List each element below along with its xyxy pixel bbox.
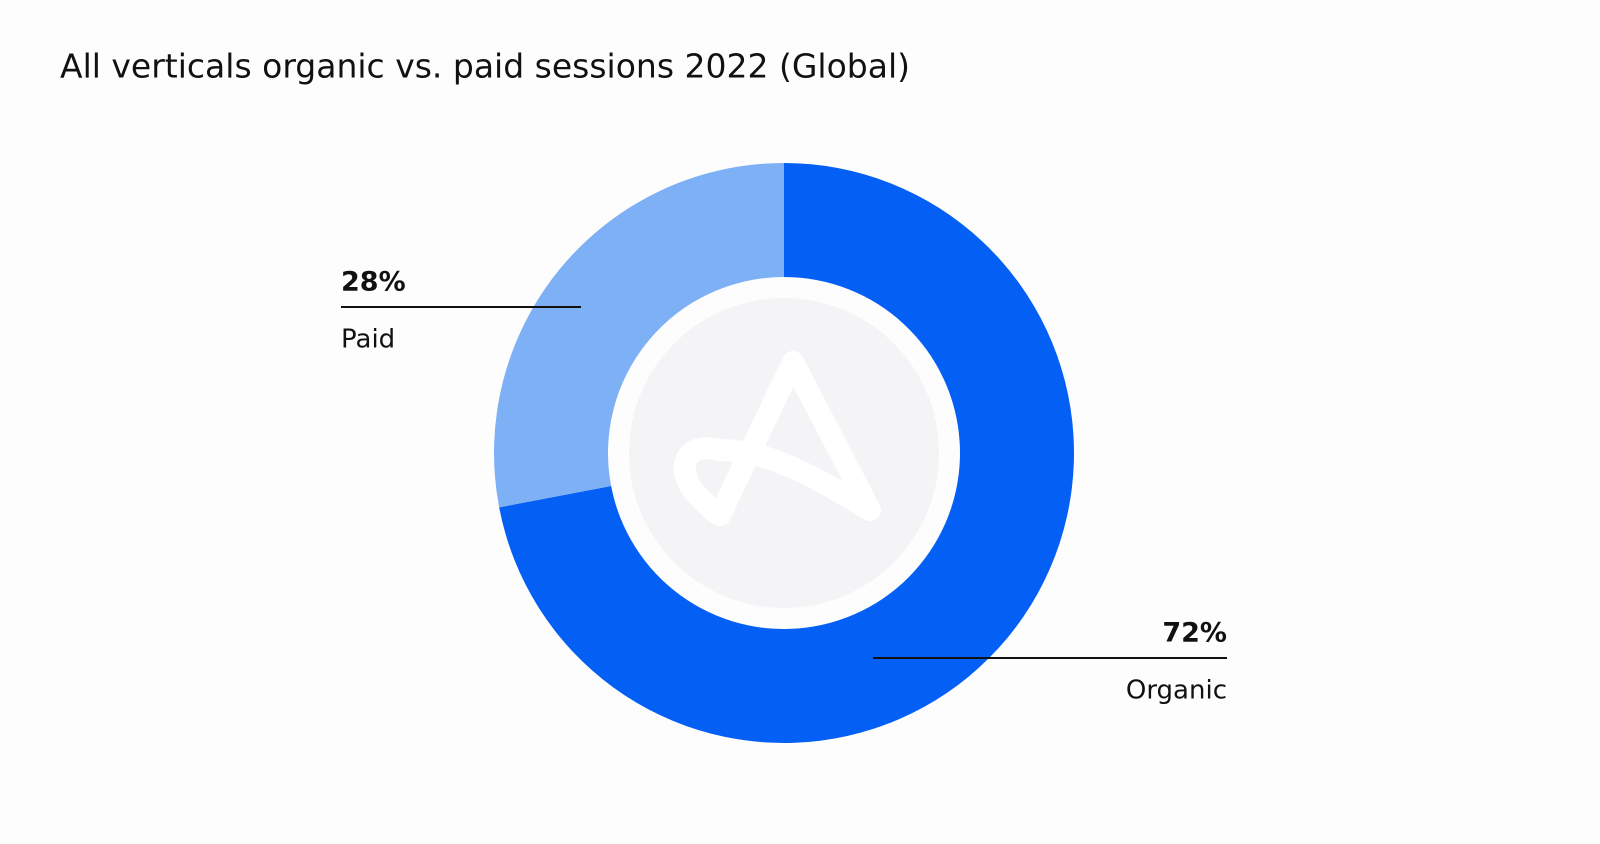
chart-title: All verticals organic vs. paid sessions …	[60, 47, 910, 86]
slice	[499, 163, 1074, 743]
donut	[493, 163, 1074, 743]
logo	[673, 351, 881, 526]
value-label: 72%	[1162, 618, 1227, 649]
slice	[493, 163, 784, 508]
category-label: Paid	[341, 325, 395, 355]
labels: 72% Organic 28% Paid	[341, 267, 1227, 706]
category-label: Organic	[1126, 676, 1227, 706]
value-label: 28%	[341, 267, 406, 298]
